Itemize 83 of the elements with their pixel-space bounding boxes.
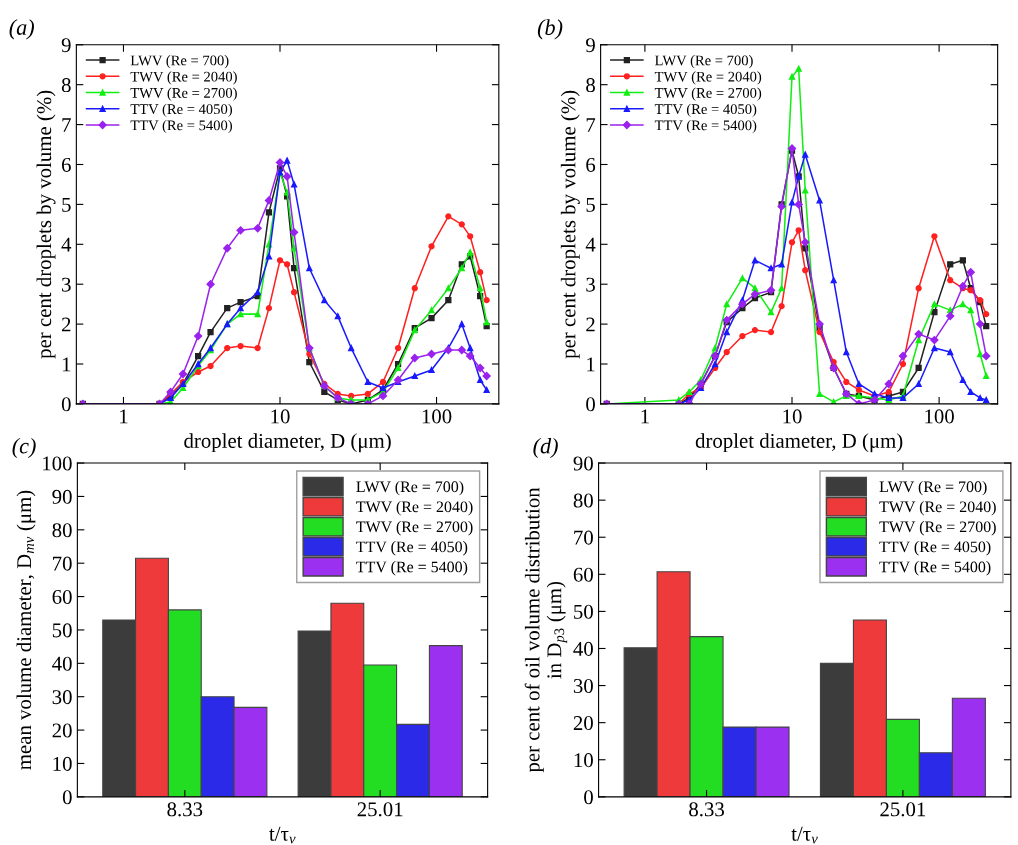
legend-label: TTV (Re = 5400) xyxy=(654,120,757,134)
x-axis-title: droplet diameter, D (μm) xyxy=(184,433,391,453)
y-tick-label: 0 xyxy=(62,790,72,805)
y-tick-label: 90 xyxy=(573,456,593,471)
x-tick-label: 25.01 xyxy=(357,802,403,817)
x-tick-label: 10 xyxy=(271,409,290,424)
y-tick-label: 10 xyxy=(53,756,72,771)
chart-title: (d) xyxy=(533,437,558,459)
y-tick-label: 1 xyxy=(62,357,71,372)
legend-label: TTV (Re = 5400) xyxy=(356,561,468,576)
legend-label: TWV (Re = 2700) xyxy=(356,520,473,536)
y-axis-title: per cent of oil volume distribution in D$_{p3}$ (μm) xyxy=(524,487,568,773)
y-tick-label: 70 xyxy=(574,530,593,545)
legend-label: TWV (Re = 2040) xyxy=(356,500,473,516)
y-tick-label: 3 xyxy=(62,277,71,292)
y-axis-title: per cent droplets by volume (%) xyxy=(560,90,580,359)
legend-label: TWV (Re = 2700) xyxy=(879,520,996,536)
legend-label: LWV (Re = 700) xyxy=(655,55,753,69)
y-tick-label: 20 xyxy=(573,716,593,731)
y-tick-label: 80 xyxy=(573,493,593,508)
y-tick-label: 0 xyxy=(61,397,71,412)
y-tick-label: 7 xyxy=(586,118,596,132)
legend-label: LWV (Re = 700) xyxy=(130,55,229,69)
y-tick-label: 6 xyxy=(61,157,71,172)
y-tick-label: 4 xyxy=(585,237,596,252)
legend-label: TWV (Re = 2040) xyxy=(130,71,237,85)
legend-label: LWV (Re = 700) xyxy=(356,480,464,496)
y-tick-label: 9 xyxy=(61,38,71,53)
y-tick-label: 100 xyxy=(43,456,72,471)
legend-label: TTV (Re = 5400) xyxy=(130,120,232,134)
y-tick-label: 60 xyxy=(52,589,72,604)
y-tick-label: 40 xyxy=(573,641,593,656)
y-tick-label: 2 xyxy=(61,317,71,332)
legend-label: LWV (Re = 700) xyxy=(879,480,987,496)
x-tick-label: 8.33 xyxy=(689,802,724,817)
legend-label: TTV (Re = 4050) xyxy=(879,541,991,556)
y-tick-label: 0 xyxy=(584,790,593,805)
y-tick-label: 0 xyxy=(586,397,595,412)
y-tick-label: 50 xyxy=(52,623,72,638)
y-tick-label: 2 xyxy=(586,317,595,332)
y-tick-label: 5 xyxy=(586,197,595,212)
x-tick-label: 1 xyxy=(641,409,649,424)
y-tick-label: 9 xyxy=(586,38,595,53)
y-tick-label: 7 xyxy=(62,118,71,132)
x-tick-label: 10 xyxy=(783,409,802,424)
y-tick-label: 4 xyxy=(61,237,72,252)
y-tick-label: 40 xyxy=(52,656,72,671)
y-axis-title: per cent droplets by volume (%) xyxy=(36,90,56,359)
legend-label: TTV (Re = 4050) xyxy=(130,103,232,117)
chart-title: (a) xyxy=(9,19,34,40)
legend-label: TWV (Re = 2040) xyxy=(879,500,996,516)
x-axis-title: t/τ$_{ν}$ xyxy=(269,826,296,844)
legend-label: TTV (Re = 5400) xyxy=(879,561,991,576)
y-tick-label: 8 xyxy=(61,78,71,93)
y-tick-label: 70 xyxy=(53,556,72,571)
legend-label: TWV (Re = 2700) xyxy=(130,87,237,101)
y-tick-label: 30 xyxy=(52,690,72,705)
y-tick-label: 3 xyxy=(586,277,595,292)
y-tick-label: 8 xyxy=(586,78,595,93)
x-tick-label: 100 xyxy=(422,409,452,424)
chart-title: (c) xyxy=(12,437,36,459)
x-tick-label: 1 xyxy=(120,409,128,424)
y-tick-label: 10 xyxy=(574,753,593,768)
y-axis-title: mean volume diameter, D$_{mv}$ (μm) xyxy=(16,490,36,770)
x-tick-label: 8.33 xyxy=(167,802,203,817)
y-tick-label: 5 xyxy=(62,197,71,212)
y-tick-label: 90 xyxy=(52,489,72,504)
y-tick-label: 80 xyxy=(52,523,72,538)
x-tick-label: 100 xyxy=(925,409,954,424)
chart-title: (b) xyxy=(537,19,563,40)
y-tick-label: 20 xyxy=(52,723,72,738)
y-tick-label: 60 xyxy=(573,567,593,582)
y-tick-label: 30 xyxy=(573,678,593,694)
legend-label: TWV (Re = 2700) xyxy=(654,87,762,101)
y-tick-label: 6 xyxy=(586,157,596,172)
x-axis-title: t/τ$_{ν}$ xyxy=(791,826,818,844)
y-tick-label: 1 xyxy=(587,357,595,372)
x-axis-title: droplet diameter, D (μm) xyxy=(695,433,903,453)
x-tick-label: 25.01 xyxy=(880,802,926,817)
y-tick-label: 50 xyxy=(574,604,593,619)
legend-label: TTV (Re = 4050) xyxy=(356,541,468,556)
legend-label: TTV (Re = 4050) xyxy=(654,103,757,117)
legend-label: TWV (Re = 2040) xyxy=(654,71,762,85)
